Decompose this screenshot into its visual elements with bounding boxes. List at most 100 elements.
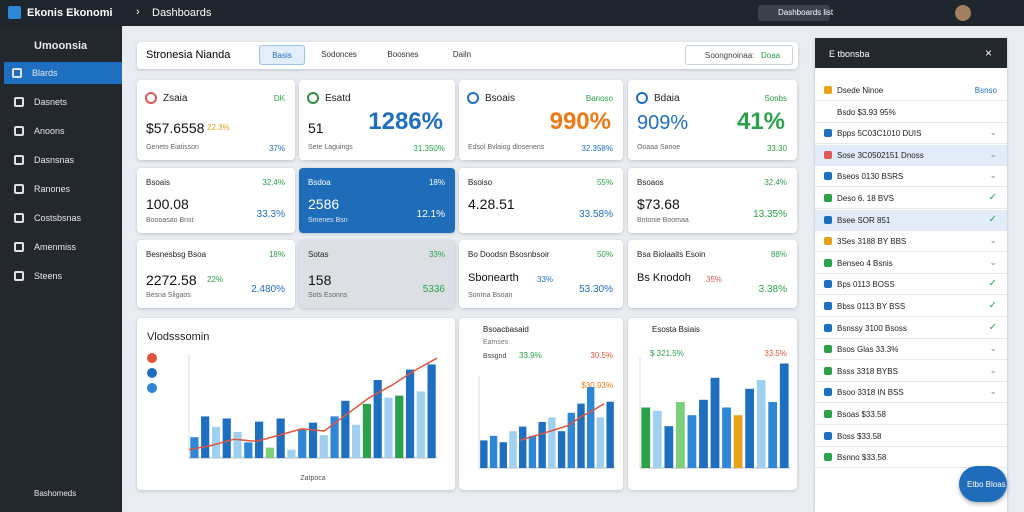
kpi-card[interactable]: Esatd 51 1286% Sete Laguings 31.350% — [299, 80, 455, 160]
search-box[interactable] — [758, 5, 830, 21]
kpi-card[interactable]: Bsoiso 55% 4.28.51 33.58% — [459, 168, 623, 233]
list-row[interactable]: Bsnssy 3100 Bsoss ✓ — [815, 318, 1007, 339]
row-text: Bsnssy 3100 Bsoss — [837, 323, 907, 333]
kpi-card[interactable]: Sotas 33% 158 Sots Esonns 5336 — [299, 240, 455, 308]
fab-label[interactable]: Etbo Bloas — [967, 480, 1006, 489]
bar — [641, 407, 651, 468]
chart-note-value: 30.5% — [590, 351, 613, 360]
chart-title: Bsoacbasaid — [483, 325, 529, 334]
list-row[interactable]: Bbss 0113 BY BSS ✓ — [815, 296, 1007, 317]
card-title: Bo Doodsn Bsosnbsoir — [468, 250, 550, 259]
row-icon — [824, 129, 832, 138]
fab-button[interactable] — [959, 466, 1007, 502]
search-text[interactable]: Dashboards list — [778, 8, 834, 17]
card-title: Bsdoa — [308, 178, 331, 187]
chevron-icon: ⌄ — [989, 127, 997, 138]
card-value: Sbonearth — [468, 272, 519, 284]
bar — [567, 412, 575, 468]
kpi-card[interactable]: Bsoaos 32.4% $73.68 Bntonie Boomaa 13.35% — [628, 168, 797, 233]
kpi-card[interactable]: Besnesbsg Bsoa 18% 2272.58 22% Besna Sligaos… — [137, 240, 295, 308]
list-row[interactable]: Bsoo 3318 IN BSS ⌄ — [815, 382, 1007, 404]
row-icon — [824, 258, 832, 267]
bar — [265, 447, 274, 458]
card-value: 100.08 — [146, 196, 189, 212]
tab[interactable]: Sodonces — [321, 50, 357, 59]
date-picker[interactable] — [685, 45, 793, 65]
list-row[interactable]: Bsss 3318 BYBS ⌄ — [815, 361, 1007, 382]
bar — [606, 401, 614, 468]
card-footer-value: 5336 — [422, 284, 445, 295]
tab[interactable]: Basis — [259, 45, 305, 65]
chart-note: Bssgnd — [483, 353, 506, 360]
card-footer-value: 33.3% — [256, 209, 285, 220]
list-row[interactable]: Bseos 0130 BSRS ⌄ — [815, 166, 1007, 188]
card-footer: Sots Esonns — [308, 292, 348, 299]
kpi-card[interactable]: Bdaia Sonbs 909% 41% Ooaaa Sanoe 33.30 — [628, 80, 797, 160]
bar — [287, 449, 296, 458]
nav-item[interactable]: Ranones — [6, 178, 122, 200]
nav-item[interactable]: Dasnets — [6, 91, 122, 113]
kpi-card[interactable]: Bsoais 32.4% 100.08 Boooasao Bnst 33.3% — [137, 168, 295, 233]
nav-item[interactable]: Blards — [4, 62, 122, 84]
chart-note-value: 33.9% — [519, 351, 542, 360]
kpi-card[interactable]: Bo Doodsn Bsosnbsoir 50% Sbonearth 33% Sonrn… — [459, 240, 623, 308]
breadcrumb[interactable]: Dashboards — [152, 7, 212, 19]
list-row[interactable]: Bsnno $33.58 — [815, 447, 1007, 469]
list-row[interactable]: Bsdo $3.93 95% — [815, 102, 1007, 123]
kpi-card[interactable]: Bsoais Banoso 990% Edsol Bvlaiog dlosenens 3… — [459, 80, 623, 160]
nav-item[interactable]: Costsbsnas — [6, 207, 122, 229]
kpi-card[interactable]: Bsdoa 18% 2586 Smenes Bsn 12.1% — [299, 168, 455, 233]
list-row[interactable]: Dsede Ninoe Bsnso — [815, 80, 1007, 101]
card-footer: Edsol Bvlaiog dlosenens — [468, 144, 545, 151]
row-icon — [824, 453, 832, 462]
bar — [298, 428, 307, 458]
list-row[interactable]: Bsoas $33.58 — [815, 404, 1007, 425]
nav-item[interactable]: Amenmiss — [6, 236, 122, 258]
card-icon — [145, 92, 157, 104]
bar — [499, 442, 507, 468]
sidebar-footer[interactable]: Bashomeds — [34, 489, 77, 498]
list-row[interactable]: Bsos Glas 33.3% ⌄ — [815, 339, 1007, 361]
list-row[interactable]: Bpps 5C03C1010 DUIS ⌄ — [815, 123, 1007, 145]
list-row[interactable]: 3Ses 3188 BY BBS ⌄ — [815, 231, 1007, 253]
card-footer: Genets Eiatisson — [146, 144, 199, 151]
list-row[interactable]: Deso 6. 18 BVS ✓ — [815, 188, 1007, 209]
close-button[interactable]: × — [985, 46, 993, 60]
nav-icon — [14, 97, 24, 107]
card-title: Sotas — [308, 250, 329, 259]
list-row[interactable]: Bsee SOR 851 ✓ — [815, 209, 1007, 231]
tab[interactable]: Boosnes — [387, 50, 419, 59]
card-corner: 18% — [268, 250, 285, 259]
bar — [509, 431, 517, 468]
list-row[interactable]: Boss $33.58 — [815, 426, 1007, 447]
chart: Esosta Bsiais $ 321.5% 33.5% — [639, 325, 790, 469]
kpi-card[interactable]: Zsaia DK $57.6558 22.3% Genets Eiatisson 37% — [137, 80, 295, 160]
check-icon: ✓ — [988, 300, 997, 311]
nav-item[interactable]: Steens — [6, 265, 122, 287]
bar — [211, 426, 221, 458]
avatar[interactable] — [955, 5, 971, 21]
bar — [557, 431, 566, 468]
nav-item[interactable]: Dasnsnas — [6, 149, 122, 171]
list-row[interactable]: Bps 0113 BOSS ✓ — [815, 274, 1007, 296]
chart-annotation: $30.93% — [581, 381, 613, 390]
chart: Vlodsssomin Zatpoca — [147, 331, 438, 482]
nav-item[interactable]: Anoons — [6, 120, 122, 142]
sidebar-title: Umoonsia — [34, 40, 88, 52]
x-axis-label: Zatpoca — [300, 475, 325, 482]
list-row[interactable]: Benseo 4 Bsnis ⌄ — [815, 253, 1007, 274]
kpi-card[interactable]: Bsa Biolaaits Esoin 88% Bs Knodoh 35% 3.38% — [628, 240, 797, 308]
card-title: Zsaia — [163, 93, 188, 104]
card-value: 4.28.51 — [468, 196, 515, 212]
card-value: 2586 — [308, 196, 340, 212]
card-change: 990% — [549, 108, 611, 135]
filter-title: Stronesia Nianda — [146, 49, 231, 61]
list-row[interactable]: Sose 3C0502151 Dnoss ⌄ — [815, 144, 1007, 166]
legend-dot — [147, 368, 157, 378]
tab[interactable]: Dailn — [452, 50, 472, 59]
row-icon — [824, 237, 832, 246]
card-change: 22% — [207, 275, 224, 284]
chart-note-value: 33.5% — [764, 349, 787, 358]
date-value[interactable]: Doaa — [761, 51, 781, 60]
